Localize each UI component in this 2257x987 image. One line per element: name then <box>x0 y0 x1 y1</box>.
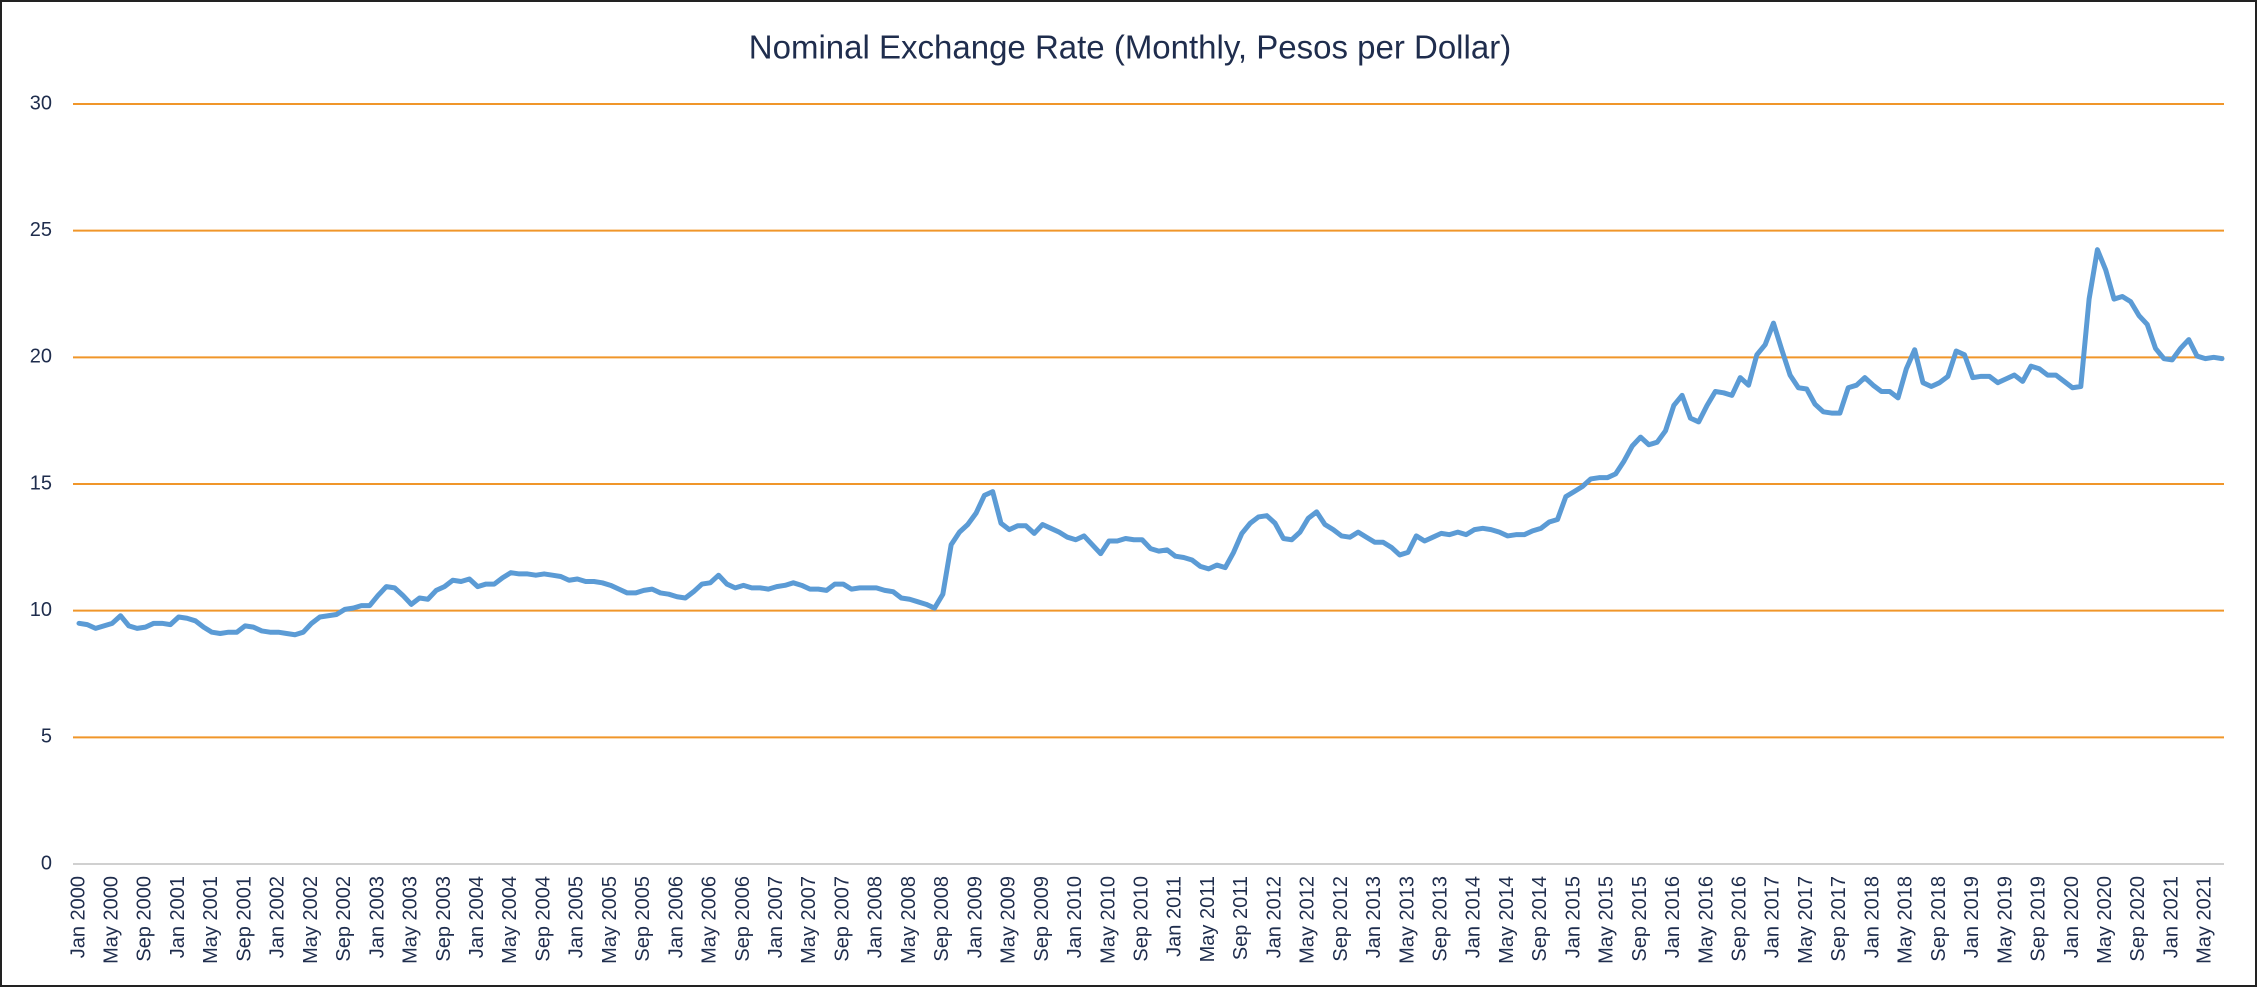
x-tick-label: Jan 2013 <box>1363 876 1385 958</box>
x-tick-label: May 2000 <box>101 876 123 964</box>
x-tick-label: Jan 2007 <box>765 876 787 958</box>
x-tick-label: Sep 2018 <box>1928 876 1950 962</box>
x-tick-label: Sep 2000 <box>134 876 156 962</box>
x-tick-label: Sep 2005 <box>632 876 654 962</box>
x-tick-label: Jan 2017 <box>1762 876 1784 958</box>
chart-title: Nominal Exchange Rate (Monthly, Pesos pe… <box>749 29 1511 66</box>
x-tick-label: Sep 2010 <box>1130 876 1152 962</box>
x-tick-label: Jan 2000 <box>67 876 89 958</box>
x-tick-label: May 2019 <box>1994 876 2016 964</box>
x-tick-label: May 2005 <box>599 876 621 964</box>
x-tick-label: May 2012 <box>1297 876 1319 964</box>
x-tick-label: May 2004 <box>499 876 521 964</box>
x-tick-label: Sep 2020 <box>2127 876 2149 962</box>
x-tick-label: May 2014 <box>1496 876 1518 964</box>
x-tick-label: Jan 2011 <box>1164 876 1186 957</box>
x-tick-label: May 2017 <box>1795 876 1817 964</box>
x-tick-label: May 2003 <box>400 876 422 964</box>
data-line <box>76 247 2225 638</box>
x-tick-label: Sep 2009 <box>1031 876 1053 962</box>
x-tick-label: Sep 2001 <box>233 876 255 962</box>
x-tick-label: Jan 2006 <box>665 876 687 958</box>
x-tick-label: Sep 2002 <box>333 876 355 962</box>
x-tick-label: Sep 2011 <box>1230 876 1252 960</box>
x-tick-label: Sep 2015 <box>1629 876 1651 962</box>
x-tick-label: Jan 2005 <box>566 876 588 958</box>
x-tick-label: May 2020 <box>2094 876 2116 964</box>
x-tick-label: Sep 2014 <box>1529 876 1551 962</box>
x-tick-label: May 2010 <box>1097 876 1119 964</box>
x-tick-label: Sep 2006 <box>732 876 754 962</box>
x-tick-label: Jan 2009 <box>964 876 986 958</box>
x-tick-label: May 2002 <box>300 876 322 964</box>
y-tick-label: 15 <box>30 472 52 494</box>
x-tick-label: May 2015 <box>1596 876 1618 964</box>
x-tick-label: Sep 2008 <box>931 876 953 962</box>
x-tick-label: Sep 2019 <box>2028 876 2050 962</box>
x-tick-label: Jan 2021 <box>2160 876 2182 958</box>
x-tick-label: Jan 2020 <box>2061 876 2083 958</box>
x-tick-label: May 2008 <box>898 876 920 964</box>
x-tick-label: Sep 2017 <box>1828 876 1850 962</box>
x-tick-label: May 2016 <box>1695 876 1717 964</box>
x-tick-label: Jan 2010 <box>1064 876 1086 958</box>
x-tick-label: Sep 2012 <box>1330 876 1352 962</box>
x-tick-label: May 2006 <box>699 876 721 964</box>
x-tick-label: Jan 2002 <box>267 876 289 958</box>
x-tick-label: Sep 2007 <box>831 876 853 962</box>
x-tick-label: Jan 2019 <box>1961 876 1983 958</box>
y-tick-label: 0 <box>41 852 52 874</box>
x-tick-label: Jan 2018 <box>1861 876 1883 958</box>
x-tick-label: Sep 2013 <box>1429 876 1451 962</box>
y-tick-label: 10 <box>30 599 52 621</box>
x-tick-label: May 2001 <box>200 876 222 964</box>
x-tick-label: Jan 2001 <box>167 876 189 958</box>
x-tick-label: Sep 2016 <box>1729 876 1751 962</box>
x-tick-label: Sep 2003 <box>433 876 455 962</box>
x-tick-label: May 2007 <box>798 876 820 964</box>
x-tick-label: Jan 2008 <box>865 876 887 958</box>
y-tick-label: 25 <box>30 219 52 241</box>
x-tick-label: Jan 2014 <box>1463 876 1485 958</box>
x-tick-label: Jan 2016 <box>1662 876 1684 958</box>
x-tick-label: May 2013 <box>1396 876 1418 964</box>
x-tick-label: Jan 2004 <box>466 876 488 958</box>
x-tick-label: Sep 2004 <box>532 876 554 962</box>
y-tick-label: 30 <box>30 92 52 114</box>
y-tick-label: 5 <box>41 726 52 748</box>
x-tick-label: Jan 2015 <box>1562 876 1584 958</box>
x-tick-label: Jan 2003 <box>366 876 388 958</box>
x-tick-label: May 2021 <box>2194 876 2216 964</box>
x-tick-label: May 2011 <box>1197 876 1219 962</box>
x-tick-label: May 2009 <box>998 876 1020 964</box>
x-tick-label: Jan 2012 <box>1263 876 1285 958</box>
x-tick-label: May 2018 <box>1895 876 1917 964</box>
y-tick-label: 20 <box>30 346 52 368</box>
